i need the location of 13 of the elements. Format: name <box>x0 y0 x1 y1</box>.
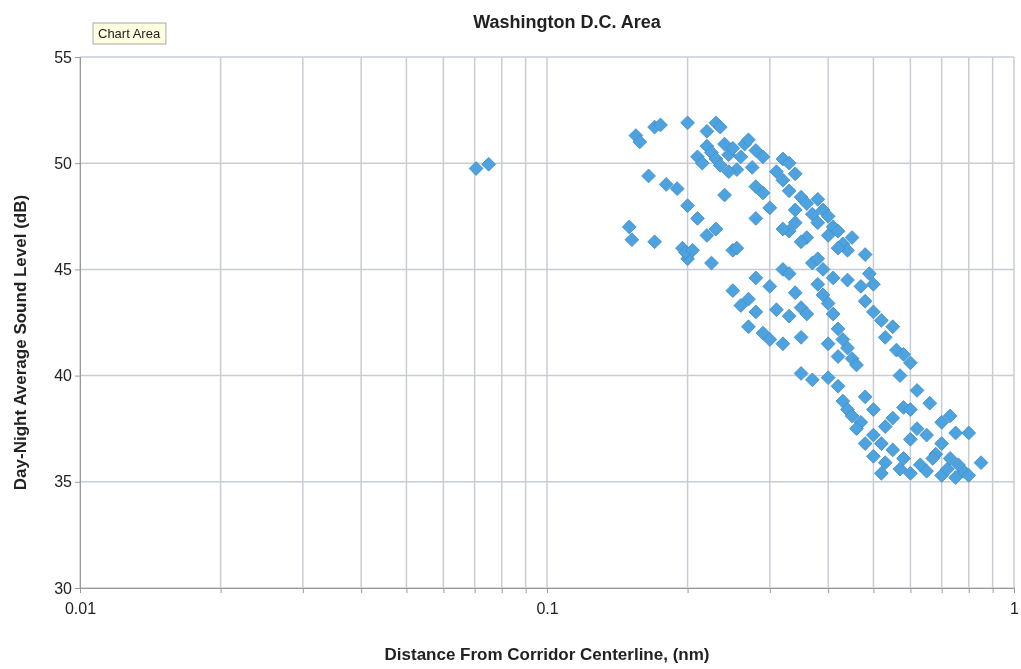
y-tick-label: 50 <box>54 154 73 172</box>
x-tick-label: 1 <box>1010 599 1020 617</box>
text: Chart Area <box>98 26 161 41</box>
y-tick-label: 45 <box>54 261 73 279</box>
chart-title: Washington D.C. Area <box>473 12 662 32</box>
y-axis-title: Day-Night Average Sound Level (dB) <box>11 194 30 491</box>
y-tick-label: 40 <box>54 367 73 385</box>
y-tick-label: 35 <box>54 473 73 491</box>
x-tick-label: 0.1 <box>536 599 559 617</box>
x-tick-label: 0.01 <box>64 599 97 617</box>
x-axis-title: Distance From Corridor Centerline, (nm) <box>384 645 710 664</box>
y-tick-label: 55 <box>54 48 73 66</box>
y-tick-label: 30 <box>54 579 73 597</box>
